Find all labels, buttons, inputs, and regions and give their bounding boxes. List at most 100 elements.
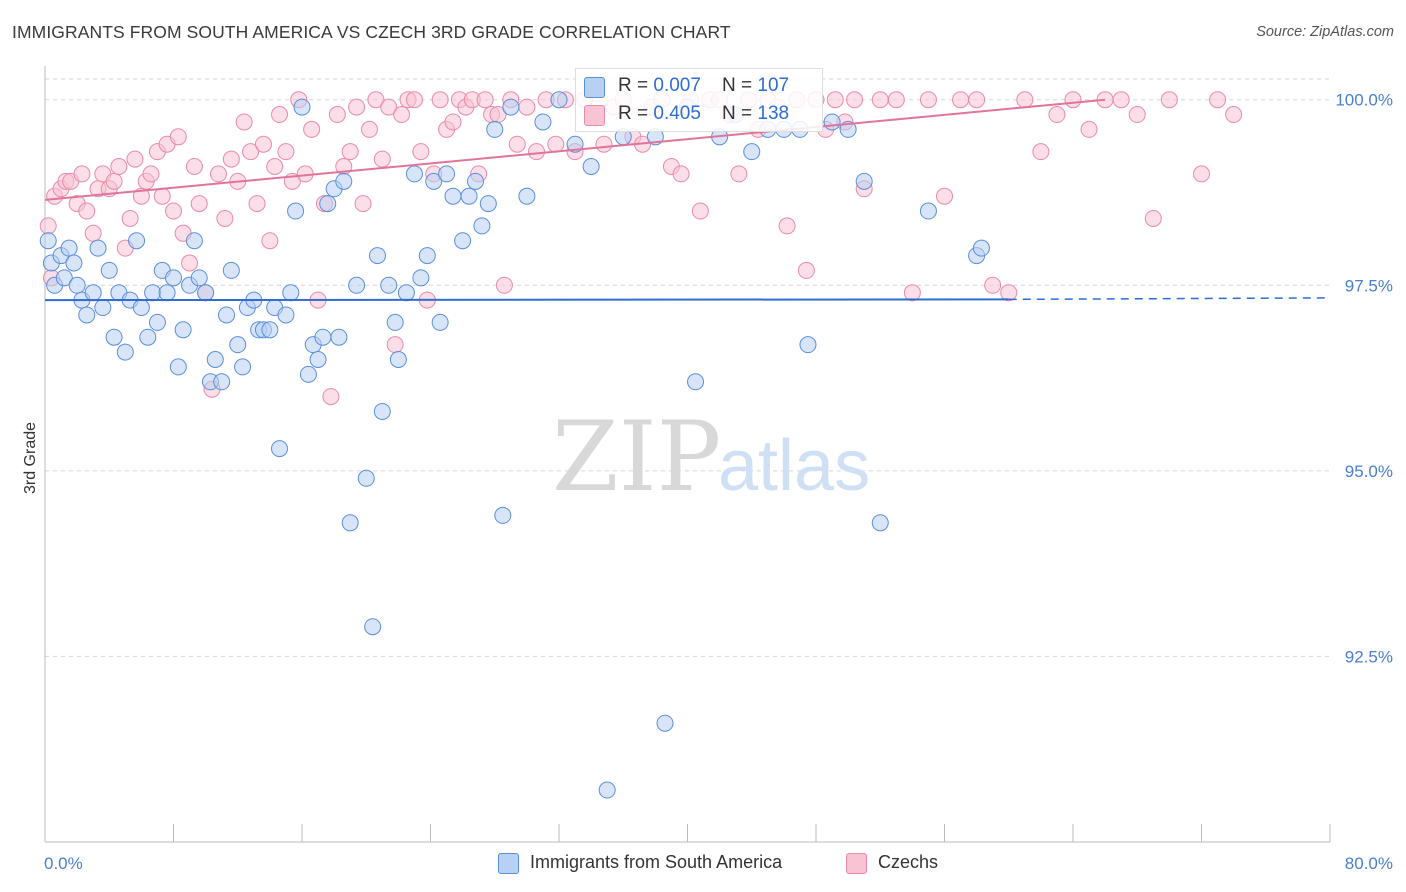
immigrants-point (431, 313, 449, 331)
czechs-trend-line (44, 98, 1106, 201)
czechs-point (266, 158, 284, 175)
czechs-point (341, 143, 359, 161)
immigrants-point (213, 373, 231, 391)
immigrants-point (222, 261, 240, 279)
immigrants-point (919, 202, 937, 220)
legend-n-value: 107 (757, 75, 790, 96)
immigrants-point (502, 98, 520, 116)
immigrants-point (368, 247, 386, 265)
czechs-point (328, 106, 346, 124)
immigrants-point (389, 351, 407, 368)
czechs-point (386, 336, 404, 354)
legend-r-value: 0.007 (653, 75, 701, 96)
immigrants-point (341, 514, 359, 532)
immigrants-point (454, 232, 472, 250)
czechs-point (393, 106, 411, 124)
czechs-point (126, 150, 144, 168)
immigrants-point (132, 299, 150, 317)
immigrants-point (100, 261, 118, 279)
czechs-point (373, 150, 391, 168)
watermark-zip: ZIP (552, 401, 721, 513)
czechs-point (797, 261, 815, 279)
czechs-point (105, 172, 123, 190)
czechs-point (984, 276, 1002, 294)
immigrants-point (357, 469, 375, 487)
immigrants-point (494, 506, 512, 524)
axes (44, 66, 1331, 843)
czechs-point (271, 106, 289, 124)
immigrants-point (386, 313, 404, 331)
trend-lines (44, 98, 1331, 302)
immigrants-point (972, 239, 990, 257)
immigrants-point (60, 239, 78, 257)
immigrants-point (234, 358, 252, 376)
immigrants-point (158, 284, 176, 302)
czechs-point (1128, 106, 1146, 124)
legend-text-czechs: R = 0.405 N = 138 (618, 103, 789, 125)
immigrants-point (348, 276, 366, 294)
czechs-point (39, 217, 57, 235)
czechs-point (412, 143, 430, 161)
legend-n-value: 138 (757, 103, 790, 124)
czechs-point (1064, 91, 1082, 109)
czechs-point (222, 150, 240, 168)
immigrants-point (78, 306, 96, 324)
czechs-point (846, 91, 864, 109)
czechs-point (952, 91, 970, 109)
immigrants-point (598, 781, 616, 799)
immigrants-point (444, 187, 462, 205)
czechs-point (121, 209, 139, 227)
czechs-point (826, 91, 844, 109)
immigrants-point (185, 232, 203, 250)
czechs-point (1193, 165, 1210, 183)
czechs-point (303, 120, 321, 138)
bottom-legend-label-immigrants: Immigrants from South America (530, 852, 783, 872)
czechs-point (1032, 143, 1050, 161)
immigrants-point (871, 514, 889, 532)
immigrants-point (65, 254, 83, 272)
czechs-point (887, 91, 905, 109)
bottom-legend-label-czechs: Czechs (878, 852, 939, 872)
czechs-point (354, 195, 372, 213)
immigrants-point (309, 351, 327, 368)
correlation-legend: R = 0.007 N = 107 R = 0.405 N = 138 (575, 68, 823, 132)
legend-text-immigrants: R = 0.007 N = 107 (618, 75, 789, 97)
czechs-point (1112, 91, 1130, 109)
czechs-point (169, 128, 187, 146)
immigrants-point (479, 195, 497, 213)
immigrants-point (656, 714, 674, 732)
immigrants-point (330, 328, 348, 346)
immigrants-point (397, 284, 415, 302)
czechs-point (1080, 120, 1098, 138)
immigrants-point (190, 269, 208, 287)
czechs-point (261, 232, 279, 250)
immigrants-point (293, 98, 311, 116)
czechs-point (936, 187, 953, 205)
czechs-point (1209, 91, 1227, 109)
watermark: ZIP atlas (552, 401, 870, 513)
czechs-point (691, 202, 709, 220)
immigrants-point (271, 440, 289, 458)
czechs-point (431, 91, 449, 109)
immigrants-point (144, 284, 162, 302)
immigrants-point (438, 165, 456, 183)
czechs-point (185, 158, 203, 175)
immigrants-point (373, 402, 391, 420)
czechs-point (153, 187, 171, 205)
czechs-point (595, 135, 613, 153)
immigrants-point (148, 313, 166, 331)
czechs-point (367, 91, 385, 109)
czechs-point (778, 217, 796, 235)
immigrants-point (94, 299, 112, 317)
immigrants-point (473, 217, 491, 235)
czechs-point (919, 91, 937, 109)
watermark-atlas: atlas (718, 426, 870, 506)
x-tick-label-min: 0.0% (44, 854, 83, 873)
czechs-point (216, 209, 234, 227)
immigrants-point (855, 172, 873, 190)
immigrants-point (89, 239, 107, 257)
czechs-point (405, 91, 423, 109)
immigrants-point (197, 284, 215, 302)
immigrants-point (425, 172, 443, 190)
immigrants-point (319, 195, 337, 213)
